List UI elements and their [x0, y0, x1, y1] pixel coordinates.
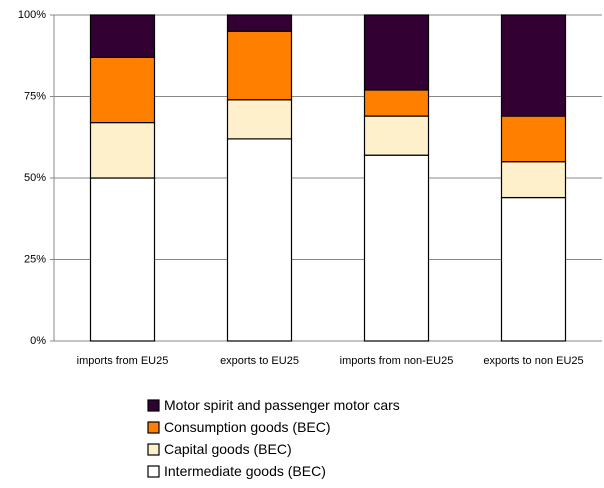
bar-segment	[226, 30, 293, 101]
bar-segment	[500, 161, 567, 199]
bar-segment	[226, 138, 293, 342]
legend-swatch	[147, 399, 160, 412]
bar-segment	[89, 14, 156, 58]
bar-segment	[500, 115, 567, 163]
x-tick-label: imports from EU25	[76, 355, 169, 367]
y-tick-label: 50%	[24, 172, 46, 184]
y-tick-label: 75%	[24, 90, 46, 102]
bar-segment	[89, 121, 156, 179]
bar-segment	[363, 115, 430, 156]
legend-swatch	[147, 443, 160, 456]
legend-label: Capital goods (BEC)	[164, 441, 292, 457]
legend-label: Motor spirit and passenger motor cars	[164, 397, 400, 413]
x-tick-label: imports from non-EU25	[339, 355, 454, 367]
bar-segment	[363, 154, 430, 342]
bar-segment	[89, 56, 156, 124]
bar-segment	[226, 14, 293, 32]
legend-label: Intermediate goods (BEC)	[164, 463, 326, 479]
bar-segment	[363, 14, 430, 91]
x-tick-label: exports to EU25	[220, 355, 299, 367]
y-tick-label: 100%	[18, 9, 46, 21]
bar-segment	[500, 196, 567, 342]
bar-segment	[500, 14, 567, 117]
bar-segment	[226, 99, 293, 140]
y-tick-label: 25%	[24, 253, 46, 265]
legend-label: Consumption goods (BEC)	[164, 419, 331, 435]
bar-segment	[363, 89, 430, 117]
legend-swatch	[147, 465, 160, 478]
y-tick-label: 0%	[30, 335, 46, 347]
x-tick-label: exports to non EU25	[483, 355, 584, 367]
legend-swatch	[147, 421, 160, 434]
bar-segment	[89, 177, 156, 342]
